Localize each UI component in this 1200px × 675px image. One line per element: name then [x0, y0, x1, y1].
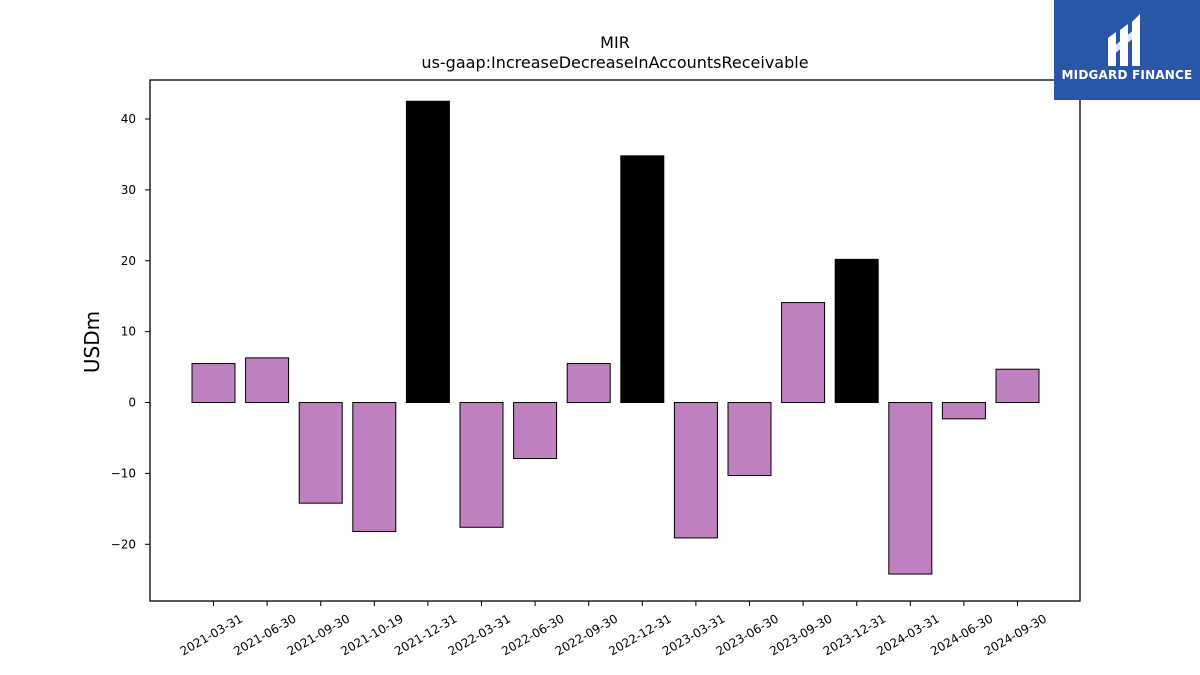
bar-2024-06-30: [941, 402, 986, 420]
bar-2023-12-31: [834, 258, 879, 404]
y-tick-label: 40: [121, 112, 136, 126]
midgard-logo-icon: [1108, 14, 1140, 66]
y-tick-label: 10: [121, 325, 136, 339]
bar-2021-10-19: [352, 402, 397, 533]
bar-2022-06-30: [513, 402, 558, 460]
bar-2022-09-30: [566, 363, 611, 404]
brand-name: MIDGARD FINANCE: [1061, 68, 1193, 82]
brand-logo: MIDGARD FINANCE: [1054, 0, 1200, 100]
chart-subtitle: us-gaap:IncreaseDecreaseInAccountsReceiv…: [421, 53, 808, 72]
bar-2022-03-31: [459, 402, 504, 528]
y-tick-label: 30: [121, 183, 136, 197]
bars-layer: [191, 100, 1040, 575]
y-tick-label: −10: [111, 466, 136, 480]
bar-2024-03-31: [888, 402, 933, 575]
bar-2022-12-31: [620, 155, 665, 404]
y-tick-label: 20: [121, 254, 136, 268]
bar-2021-09-30: [298, 402, 343, 504]
bar-2021-03-31: [191, 363, 236, 404]
y-axis: −20 −10 0 10 20 30 40: [111, 112, 150, 551]
x-axis: 2021-03-312021-06-302021-09-302021-10-19…: [178, 601, 1049, 658]
bar-2023-03-31: [673, 402, 718, 539]
plot-frame: [149, 79, 1081, 602]
bar-2021-06-30: [245, 357, 290, 404]
bar-2021-12-31: [405, 100, 450, 404]
chart-title: MIR: [600, 33, 630, 52]
y-axis-label: USDm: [80, 311, 104, 373]
bar-2023-06-30: [727, 402, 772, 477]
y-tick-label: 0: [128, 396, 136, 410]
bar-2023-09-30: [781, 302, 826, 404]
bar-2024-09-30: [995, 368, 1040, 404]
y-tick-label: −20: [111, 537, 136, 551]
